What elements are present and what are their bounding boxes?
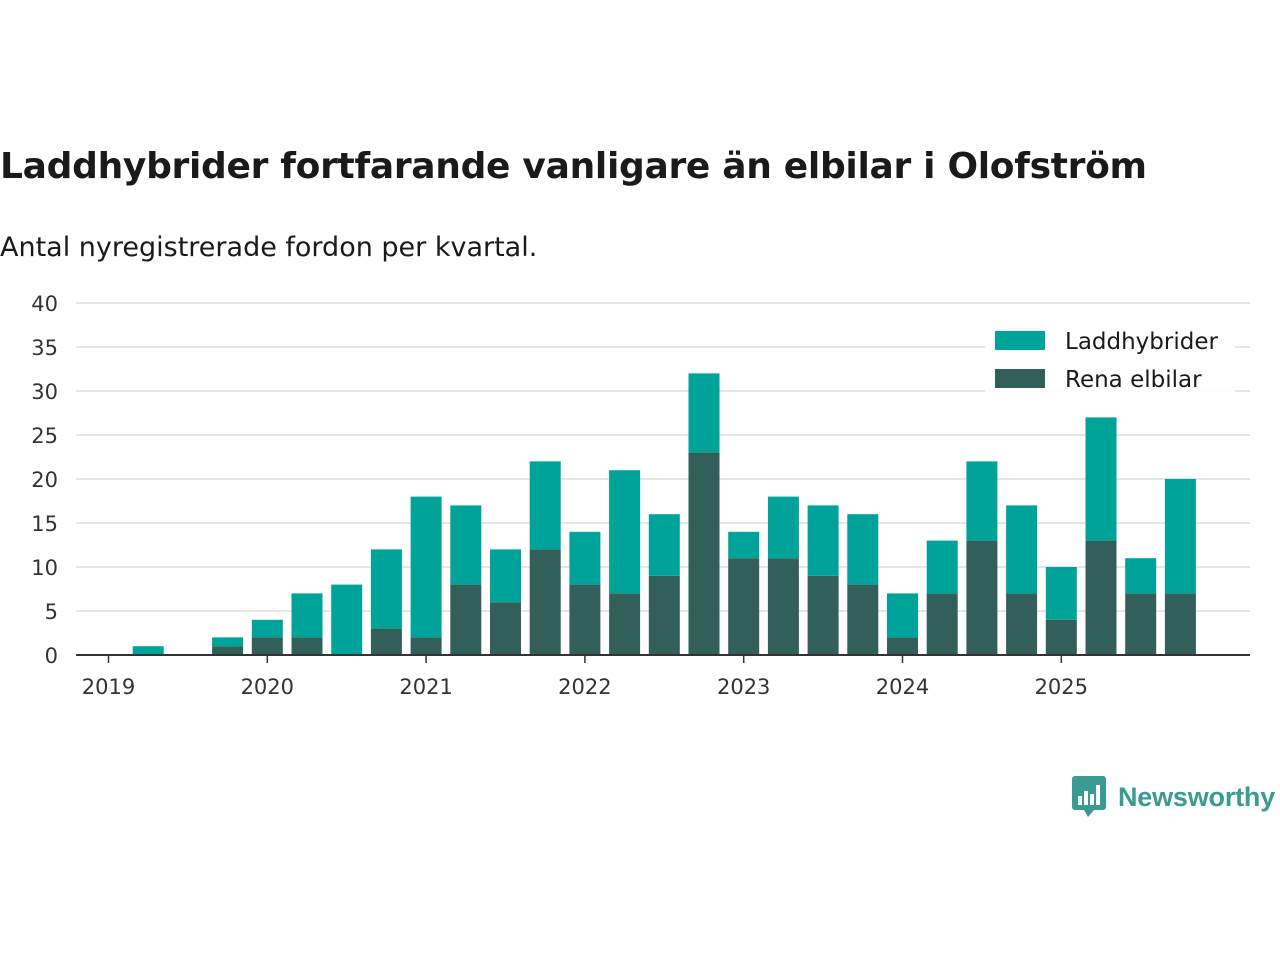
bar-laddhybrider	[728, 531, 760, 559]
bar-laddhybrider	[1045, 567, 1077, 620]
bar-laddhybrider	[569, 531, 601, 585]
brand-name: Newsworthy	[1118, 781, 1276, 812]
x-tick-label: 2020	[241, 675, 294, 699]
bar-rena-elbilar	[529, 549, 561, 655]
bar-rena-elbilar	[1125, 593, 1157, 655]
bar-rena-elbilar	[569, 584, 601, 655]
bar-rena-elbilar	[688, 452, 720, 655]
x-tick-label: 2023	[717, 675, 770, 699]
brand-logo: Newsworthy	[1072, 776, 1275, 818]
y-tick-label: 0	[45, 644, 58, 668]
bar-rena-elbilar	[1006, 593, 1038, 655]
bar-rena-elbilar	[728, 558, 760, 655]
y-tick-label: 30	[31, 380, 58, 404]
bar-rena-elbilar	[291, 637, 323, 655]
bar-rena-elbilar	[926, 593, 958, 655]
bar-rena-elbilar	[450, 584, 482, 655]
bars	[132, 373, 1196, 655]
bar-rena-elbilar	[410, 637, 442, 655]
x-tick-label: 2022	[558, 675, 611, 699]
bar-laddhybrider	[1164, 479, 1196, 594]
bar-laddhybrider	[331, 584, 363, 655]
bar-laddhybrider	[1006, 505, 1038, 594]
bar-rena-elbilar	[847, 584, 879, 655]
x-tick-label: 2019	[82, 675, 135, 699]
chart-subtitle: Antal nyregistrerade fordon per kvartal.	[0, 232, 538, 263]
legend-label: Laddhybrider	[1065, 329, 1218, 355]
bar-laddhybrider	[529, 461, 561, 550]
bar-rena-elbilar	[966, 540, 998, 655]
x-tick-label: 2021	[399, 675, 452, 699]
bar-laddhybrider	[450, 505, 482, 585]
bar-laddhybrider	[807, 505, 839, 576]
bar-laddhybrider	[410, 496, 442, 638]
bar-rena-elbilar	[648, 575, 680, 655]
bar-rena-elbilar	[609, 593, 641, 655]
bar-rena-elbilar	[212, 646, 244, 655]
newsworthy-logo-icon	[1072, 776, 1106, 817]
bar-laddhybrider	[251, 619, 283, 638]
bar-rena-elbilar	[1164, 593, 1196, 655]
bar-laddhybrider	[688, 373, 720, 453]
bar-laddhybrider	[648, 514, 680, 576]
y-tick-label: 20	[31, 468, 58, 492]
bar-laddhybrider	[1085, 417, 1117, 541]
bar-laddhybrider	[767, 496, 799, 559]
bar-laddhybrider	[212, 637, 244, 647]
chart-title: Laddhybrider fortfarande vanligare än el…	[0, 146, 1147, 187]
bar-laddhybrider	[370, 549, 402, 629]
bar-rena-elbilar	[767, 558, 799, 655]
bar-rena-elbilar	[370, 628, 402, 655]
y-tick-label: 15	[31, 512, 58, 536]
bar-laddhybrider	[966, 461, 998, 541]
bar-rena-elbilar	[490, 602, 521, 655]
legend-swatch	[995, 369, 1045, 388]
bar-laddhybrider	[490, 549, 521, 603]
y-tick-label: 40	[31, 292, 58, 316]
bar-rena-elbilar	[251, 637, 283, 655]
bar-laddhybrider	[609, 470, 641, 594]
bar-laddhybrider	[291, 593, 323, 638]
bar-rena-elbilar	[1085, 540, 1117, 655]
y-tick-label: 35	[31, 336, 58, 360]
bar-rena-elbilar	[1045, 619, 1077, 655]
bar-laddhybrider	[132, 646, 164, 655]
bar-laddhybrider	[1125, 558, 1157, 594]
legend: Laddhybrider Rena elbilar	[985, 322, 1235, 396]
legend-swatch	[995, 331, 1045, 350]
bar-laddhybrider	[847, 514, 879, 585]
x-tick-label: 2025	[1035, 675, 1088, 699]
bar-rena-elbilar	[887, 637, 918, 655]
bar-rena-elbilar	[807, 575, 839, 655]
bar-laddhybrider	[926, 540, 958, 594]
legend-label: Rena elbilar	[1065, 367, 1202, 393]
bar-laddhybrider	[887, 593, 918, 638]
x-tick-label: 2024	[876, 675, 929, 699]
y-tick-label: 25	[31, 424, 58, 448]
y-tick-label: 10	[31, 556, 58, 580]
y-tick-label: 5	[45, 600, 58, 624]
